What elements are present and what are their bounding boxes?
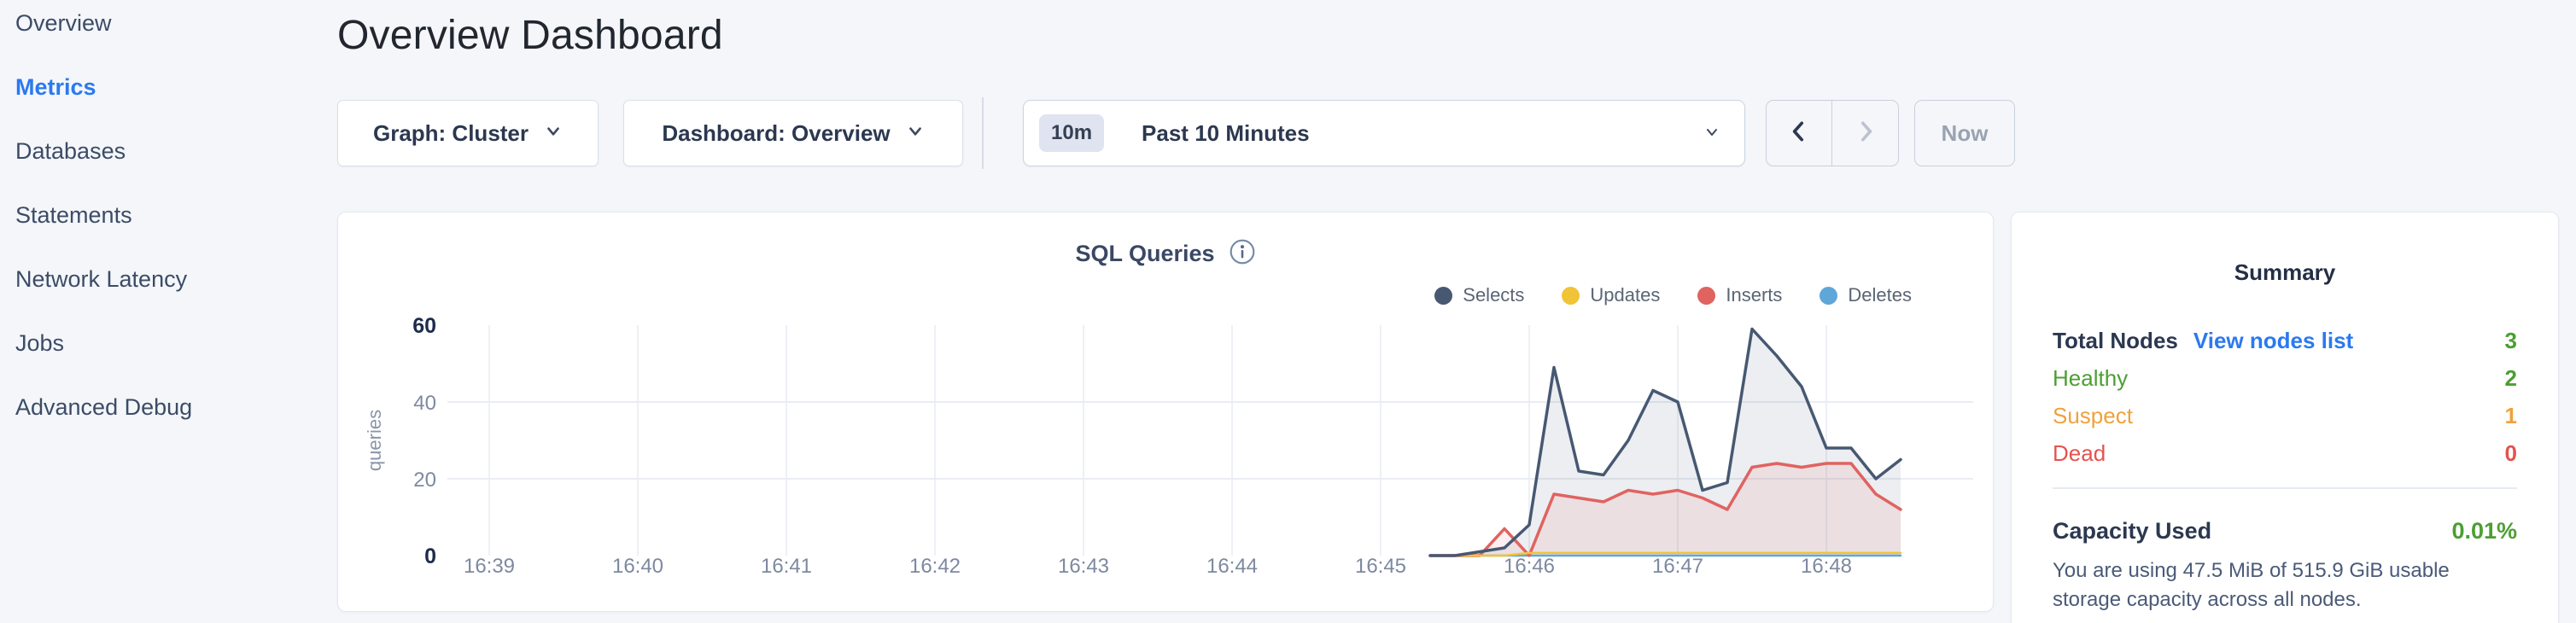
sql-queries-chart: 16:39 16:40 16:41 16:42 16:43 16:44 16:45 16:46… [364, 314, 1973, 578]
svg-text:queries: queries [364, 410, 385, 471]
sidebar-item-databases[interactable]: Databases [15, 138, 126, 164]
total-nodes-label: Total Nodes [2053, 327, 2178, 353]
total-nodes-value: 3 [2504, 327, 2517, 353]
time-range-label: Past 10 Minutes [1142, 119, 1310, 146]
legend-item-updates: Updates [1562, 284, 1660, 306]
legend-item-selects: Selects [1434, 284, 1524, 306]
now-button[interactable]: Now [1914, 100, 2015, 166]
sql-queries-chart-card: SQL Queries Selects Updates Inserts [337, 212, 1994, 612]
chevron-down-icon [1703, 120, 1720, 147]
chevron-left-icon [1787, 119, 1811, 148]
svg-text:16:43: 16:43 [1058, 555, 1109, 578]
chart-header: SQL Queries [338, 238, 1993, 270]
chart-title: SQL Queries [1075, 241, 1215, 266]
capacity-description: You are using 47.5 MiB of 515.9 GiB usab… [2053, 558, 2450, 611]
svg-text:16:48: 16:48 [1801, 555, 1852, 578]
suspect-label: Suspect [2053, 402, 2133, 428]
summary-card: Summary Total Nodes View nodes list 3 He… [2011, 212, 2559, 623]
svg-text:16:41: 16:41 [761, 555, 812, 578]
sidebar-item-statements[interactable]: Statements [15, 202, 132, 228]
main-content: Overview Dashboard Graph: Cluster Dashbo… [335, 0, 2576, 623]
suspect-nodes-row: Suspect 1 [2053, 397, 2517, 434]
capacity-row: Capacity Used 0.01% [2053, 518, 2517, 544]
sidebar-item-network-latency[interactable]: Network Latency [15, 266, 188, 292]
svg-text:16:45: 16:45 [1355, 555, 1406, 578]
chevron-right-icon [1854, 119, 1878, 148]
now-label: Now [1941, 119, 1989, 146]
dead-value: 0 [2504, 440, 2517, 466]
sidebar-item-jobs[interactable]: Jobs [15, 330, 65, 356]
graph-scope-dropdown[interactable]: Graph: Cluster [337, 100, 599, 166]
svg-text:16:46: 16:46 [1504, 555, 1555, 578]
chart-plot-area[interactable]: 16:39 16:40 16:41 16:42 16:43 16:44 16:45 16:46… [338, 314, 1995, 601]
summary-title: Summary [2234, 259, 2336, 285]
selects-series-dot-icon [1434, 286, 1453, 305]
legend-label: Selects [1463, 284, 1525, 306]
dead-label: Dead [2053, 440, 2106, 466]
graph-scope-label: Graph: Cluster [372, 119, 529, 146]
capacity-used-label: Capacity Used [2053, 517, 2212, 544]
svg-text:16:47: 16:47 [1652, 555, 1703, 578]
chevron-down-icon [544, 120, 563, 147]
healthy-label: Healthy [2053, 364, 2129, 391]
prev-time-button[interactable] [1767, 101, 1832, 166]
sidebar-nav: Overview Metrics Databases Statements Ne… [0, 0, 335, 440]
chart-legend: Selects Updates Inserts Deletes [1434, 284, 1912, 306]
suspect-value: 1 [2504, 402, 2517, 428]
legend-item-deletes: Deletes [1820, 284, 1912, 306]
toolbar: Graph: Cluster Dashboard: Overview 10m P… [335, 97, 2572, 169]
svg-text:40: 40 [413, 392, 436, 415]
dead-nodes-row: Dead 0 [2053, 434, 2517, 472]
time-preset-badge: 10m [1039, 114, 1105, 152]
legend-label: Updates [1590, 284, 1661, 306]
svg-text:20: 20 [413, 469, 436, 492]
healthy-value: 2 [2504, 364, 2517, 391]
svg-text:16:39: 16:39 [464, 555, 515, 578]
healthy-nodes-row: Healthy 2 [2053, 359, 2517, 397]
next-time-button[interactable] [1832, 101, 1898, 166]
svg-text:16:40: 16:40 [612, 555, 663, 578]
legend-label: Deletes [1848, 284, 1912, 306]
svg-text:16:44: 16:44 [1206, 555, 1258, 578]
total-nodes-row: Total Nodes View nodes list 3 [2053, 322, 2517, 359]
legend-label: Inserts [1726, 284, 1783, 306]
deletes-series-dot-icon [1820, 286, 1838, 305]
legend-item-inserts: Inserts [1697, 284, 1782, 306]
dashboard-dropdown[interactable]: Dashboard: Overview [623, 100, 963, 166]
time-step-control [1766, 100, 1899, 166]
view-nodes-list-link[interactable]: View nodes list [2193, 327, 2354, 353]
capacity-used-value: 0.01% [2451, 517, 2517, 544]
dashboard-label: Dashboard: Overview [662, 119, 891, 146]
chevron-down-icon [906, 120, 925, 147]
toolbar-divider [982, 97, 984, 169]
sidebar-item-advanced-debug[interactable]: Advanced Debug [15, 394, 193, 420]
svg-text:0: 0 [424, 544, 436, 568]
updates-series-dot-icon [1562, 286, 1580, 305]
svg-text:60: 60 [412, 315, 436, 338]
info-icon[interactable] [1229, 238, 1256, 270]
time-range-dropdown[interactable]: 10m Past 10 Minutes [1023, 100, 1745, 166]
summary-rows: Total Nodes View nodes list 3 Healthy 2 … [2053, 322, 2517, 472]
sidebar-item-overview[interactable]: Overview [15, 10, 112, 36]
inserts-series-dot-icon [1697, 286, 1716, 305]
svg-text:16:42: 16:42 [909, 555, 961, 578]
sidebar-item-metrics[interactable]: Metrics [15, 74, 96, 100]
summary-divider [2053, 487, 2517, 489]
page-title: Overview Dashboard [337, 13, 723, 58]
